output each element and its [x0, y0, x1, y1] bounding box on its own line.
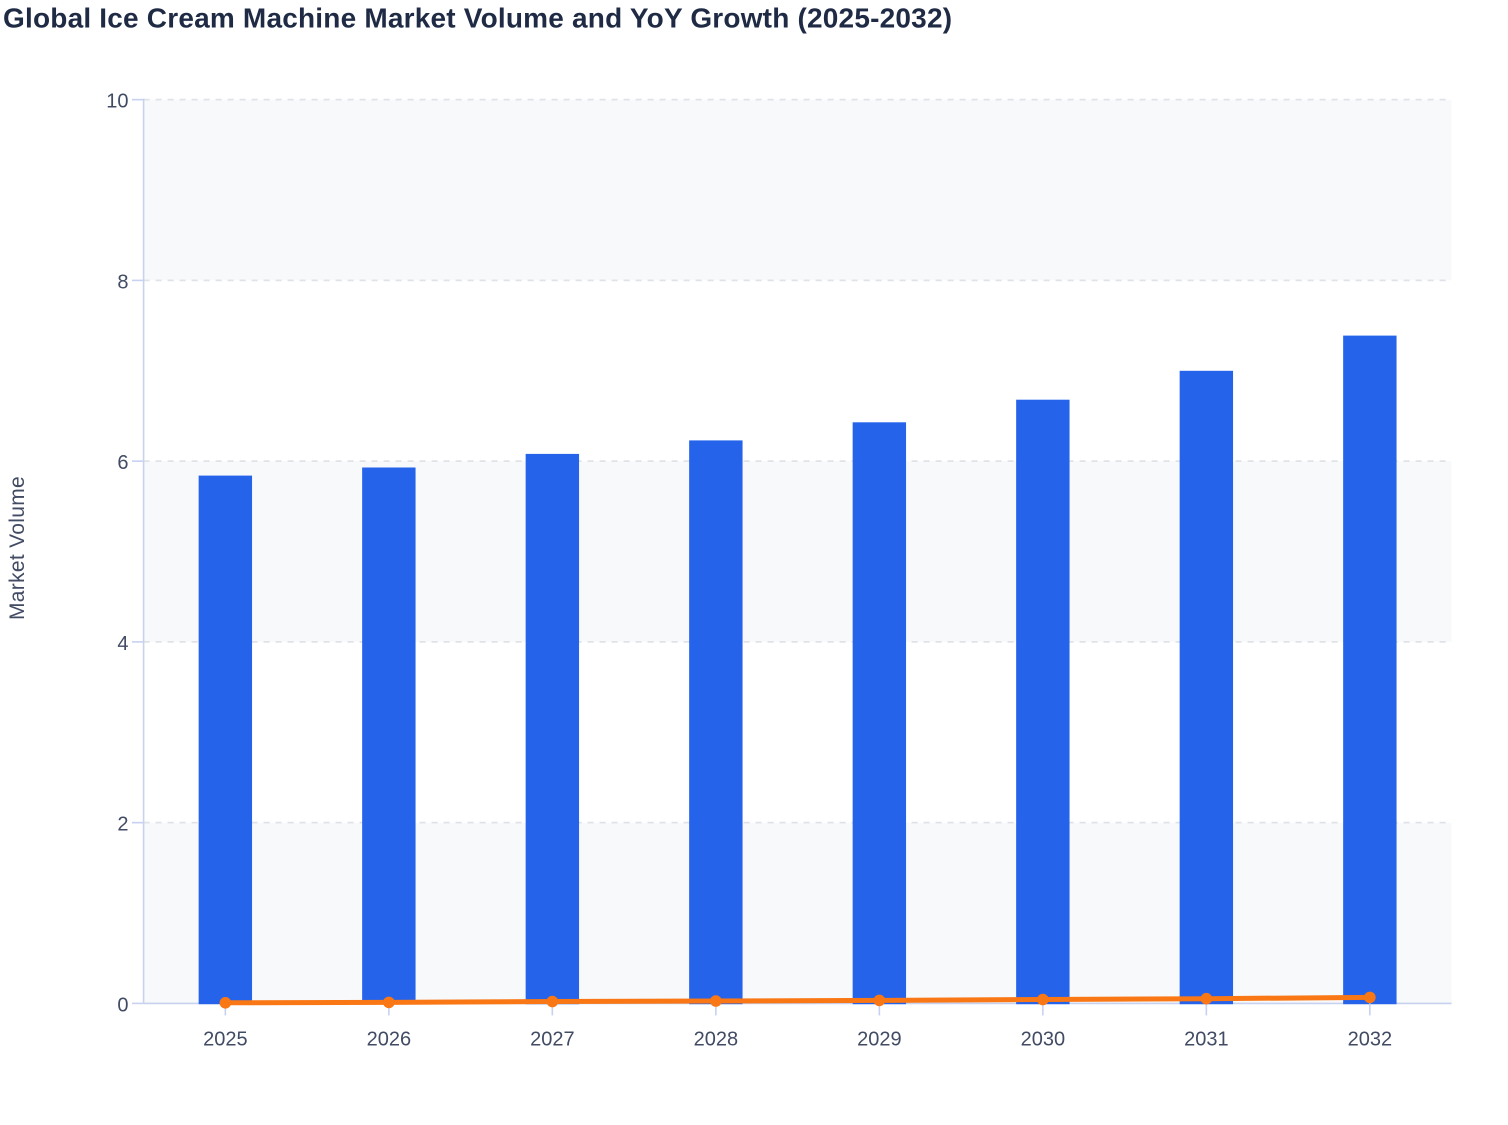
svg-text:Global Ice Cream Machine Marke: Global Ice Cream Machine Market Volume a…: [3, 3, 952, 34]
svg-text:2025: 2025: [203, 1029, 248, 1051]
svg-text:0: 0: [117, 994, 128, 1016]
svg-text:2030: 2030: [1021, 1029, 1066, 1051]
svg-text:2026: 2026: [367, 1029, 412, 1051]
svg-text:2027: 2027: [530, 1029, 575, 1051]
svg-text:2031: 2031: [1184, 1029, 1229, 1051]
svg-text:2028: 2028: [694, 1029, 739, 1051]
svg-text:4: 4: [117, 633, 128, 655]
svg-text:2032: 2032: [1348, 1029, 1393, 1051]
svg-text:10: 10: [106, 91, 128, 113]
svg-text:2029: 2029: [857, 1029, 902, 1051]
svg-text:6: 6: [117, 452, 128, 474]
svg-text:8: 8: [117, 271, 128, 293]
svg-text:2: 2: [117, 814, 128, 836]
svg-text:Market Volume: Market Volume: [6, 476, 29, 620]
